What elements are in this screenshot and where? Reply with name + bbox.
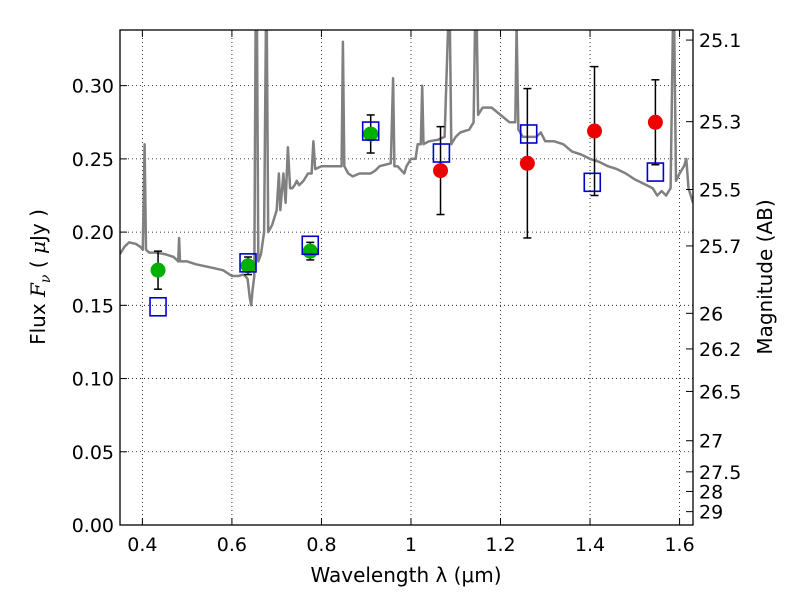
right-tick-label: 27.5 <box>699 462 741 484</box>
data-point <box>240 258 256 274</box>
right-tick-label: 25.1 <box>699 30 741 52</box>
y-tick-label: 0.25 <box>72 149 114 171</box>
y-tick-label: 0.15 <box>72 295 114 317</box>
right-tick-label: 25.3 <box>699 112 741 134</box>
x-axis-ticks: 0.4 0.6 0.8 1 1.2 1.4 1.6 <box>127 30 695 556</box>
x-axis-label: Wavelength λ (μm) <box>310 563 501 587</box>
model-point <box>646 162 665 182</box>
plot-frame <box>119 29 694 526</box>
right-tick-label: 26.2 <box>699 339 741 361</box>
x-tick-label: 0.8 <box>306 534 336 556</box>
x-tick-label: 1.2 <box>485 534 515 556</box>
x-tick-label: 0.6 <box>217 534 247 556</box>
model-point <box>239 253 257 273</box>
data-points <box>149 114 665 317</box>
x-tick-label: 1.4 <box>575 534 605 556</box>
model-point <box>301 235 320 256</box>
right-tick-label: 27 <box>699 431 723 453</box>
right-tick-label: 26.5 <box>699 381 741 403</box>
model-point <box>149 296 167 317</box>
right-tick-label: 28 <box>699 481 723 503</box>
y-tick-label: 0.10 <box>72 369 114 391</box>
right-tick-label: 25.7 <box>699 236 741 258</box>
right-tick-label: 29 <box>699 502 723 524</box>
model-point <box>583 172 602 193</box>
y-tick-label: 0.05 <box>72 442 114 464</box>
data-point <box>302 243 318 259</box>
right-tick-label: 25.5 <box>699 180 741 202</box>
y-tick-label: 0.30 <box>72 76 114 98</box>
data-point <box>150 262 166 278</box>
y-tick-label: 0.20 <box>72 222 114 244</box>
grid <box>120 30 693 526</box>
data-point <box>647 114 663 130</box>
x-tick-label: 1 <box>405 534 417 556</box>
right-axis-label: Magnitude (AB) <box>753 199 777 354</box>
data-point <box>519 155 535 171</box>
data-point <box>433 163 449 179</box>
right-tick-label: 26 <box>699 303 723 325</box>
model-point <box>432 143 451 163</box>
y-axis-ticks: 0.00 0.05 0.10 0.15 0.20 0.25 0.30 <box>72 76 127 537</box>
model-spectrum <box>120 30 693 307</box>
spectrum-line <box>120 30 693 307</box>
x-tick-label: 1.6 <box>664 534 694 556</box>
x-tick-label: 0.4 <box>127 534 157 556</box>
y-tick-label: 0.00 <box>72 515 114 537</box>
data-point <box>587 123 603 139</box>
data-point <box>363 126 379 142</box>
model-point <box>519 124 538 144</box>
model-point <box>361 121 380 141</box>
